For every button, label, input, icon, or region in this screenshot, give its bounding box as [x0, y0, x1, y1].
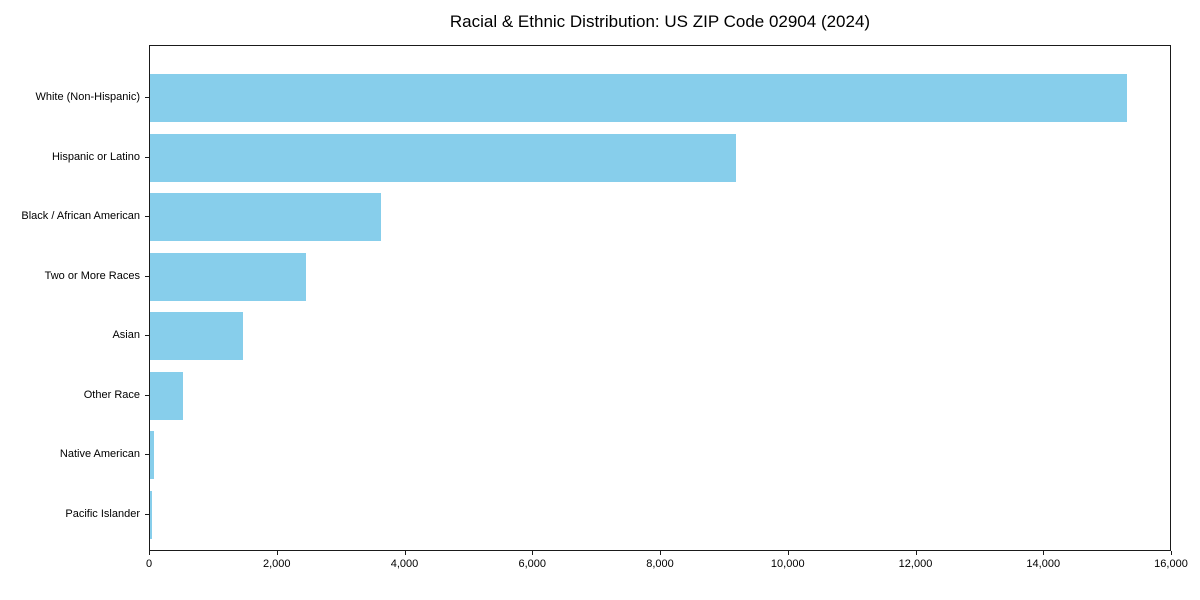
- y-tick-mark: [145, 216, 149, 218]
- bar-hispanic-or-latino: [150, 133, 736, 182]
- y-tick-label: Hispanic or Latino: [51, 150, 140, 163]
- x-tick-mark: [787, 551, 789, 555]
- y-tick-label: Other Race: [83, 388, 140, 401]
- x-tick-label: 6,000: [518, 558, 547, 570]
- y-tick-label: Pacific Islander: [65, 507, 140, 520]
- x-tick-mark: [276, 551, 278, 555]
- y-tick-label: Asian: [112, 329, 140, 342]
- bar-pacific-islander: [150, 490, 152, 539]
- bar-white-non-hispanic: [150, 74, 1128, 122]
- y-tick-mark: [145, 97, 149, 98]
- y-tick-mark: [145, 275, 149, 277]
- x-tick-label: 12,000: [898, 558, 933, 570]
- x-tick-label: 14,000: [1026, 558, 1061, 570]
- y-tick-mark: [145, 394, 149, 396]
- y-tick-label: Native American: [59, 448, 140, 461]
- x-tick-label: 8,000: [646, 558, 674, 570]
- bar-two-or-more-races: [150, 252, 306, 301]
- y-tick-label: Two or More Races: [44, 269, 140, 282]
- y-tick-label: White (Non-Hispanic): [35, 91, 140, 103]
- x-tick-mark: [532, 551, 534, 555]
- bar-native-american: [150, 431, 154, 480]
- y-tick-label: Black / African American: [21, 210, 140, 223]
- y-tick-mark: [145, 513, 149, 515]
- x-tick-label: 10,000: [770, 558, 805, 570]
- x-tick-mark: [1043, 551, 1045, 555]
- x-tick-mark: [915, 551, 917, 555]
- x-tick-label: 0: [145, 558, 153, 570]
- bar-other-race: [150, 371, 183, 420]
- bar-asian: [150, 312, 243, 361]
- x-tick-label: 16,000: [1154, 558, 1188, 570]
- plot-area: [149, 45, 1171, 551]
- x-tick-label: 4,000: [390, 558, 419, 570]
- x-tick-label: 2,000: [262, 558, 291, 570]
- x-tick-mark: [404, 551, 406, 555]
- y-tick-mark: [145, 156, 149, 158]
- y-tick-mark: [145, 454, 149, 456]
- bar-black-african-american: [150, 193, 381, 242]
- x-tick-mark: [149, 551, 150, 555]
- x-tick-mark: [660, 551, 661, 555]
- y-tick-mark: [145, 335, 149, 337]
- x-tick-mark: [1171, 551, 1172, 555]
- chart-title: Racial & Ethnic Distribution: US ZIP Cod…: [449, 12, 871, 31]
